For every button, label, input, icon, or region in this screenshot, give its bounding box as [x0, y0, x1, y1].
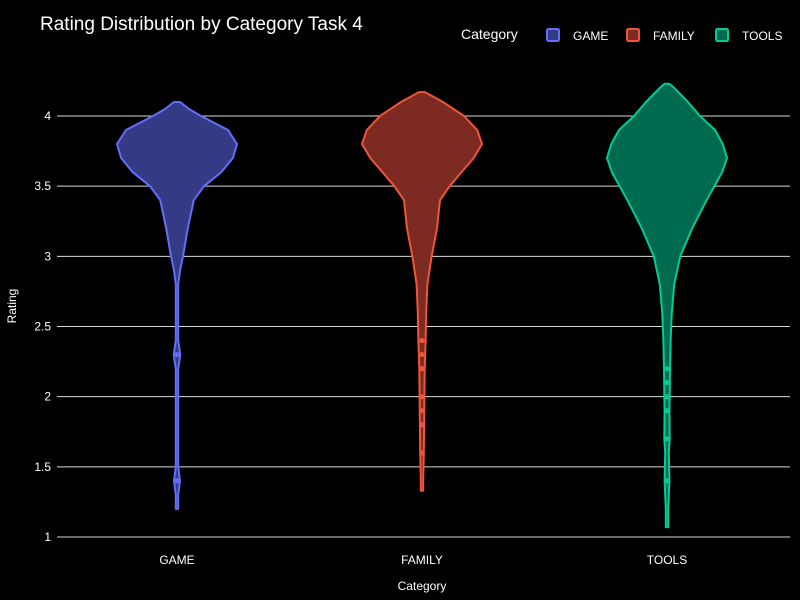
outlier-point: [664, 436, 670, 442]
x-tick-label: GAME: [159, 553, 194, 567]
violins: [116, 82, 728, 529]
legend-swatch-tools: [715, 28, 729, 42]
y-tick-label: 1: [44, 530, 51, 544]
violin-family: [361, 91, 483, 492]
y-axis-title: Rating: [5, 289, 19, 324]
legend-title: Category: [461, 26, 518, 42]
legend: Category GAME FAMILY TOOLS: [461, 26, 782, 43]
outlier-point: [174, 478, 180, 484]
outlier-point: [664, 408, 670, 414]
outlier-point: [419, 422, 425, 428]
y-tick-label: 2: [44, 390, 51, 404]
violin-game: [116, 101, 238, 510]
legend-swatch-game: [546, 28, 560, 42]
y-tick-label: 2.5: [34, 320, 51, 334]
outlier-point: [419, 366, 425, 372]
x-axis-ticks: GAME FAMILY TOOLS: [159, 553, 687, 567]
outlier-point: [419, 408, 425, 414]
x-tick-label: TOOLS: [647, 553, 687, 567]
chart-title: Rating Distribution by Category Task 4: [40, 14, 363, 35]
outlier-point: [419, 450, 425, 456]
outlier-point: [419, 351, 425, 358]
outlier-point: [664, 478, 670, 484]
outlier-point: [174, 351, 180, 358]
x-axis-title: Category: [398, 579, 447, 593]
x-tick-label: FAMILY: [401, 553, 443, 567]
y-tick-label: 4: [44, 109, 51, 123]
legend-swatch-family: [626, 28, 640, 42]
violin-tools: [606, 82, 728, 529]
outlier-point: [419, 337, 425, 344]
y-axis-ticks: 1 1.5 2 2.5 3 3.5 4: [34, 109, 51, 544]
outlier-point: [664, 366, 670, 372]
outlier-point: [664, 380, 670, 386]
legend-label: TOOLS: [742, 29, 782, 43]
y-tick-label: 3: [44, 249, 51, 263]
outlier-point: [664, 394, 670, 400]
y-tick-label: 1.5: [34, 460, 51, 474]
y-tick-label: 3.5: [34, 179, 51, 193]
legend-label: GAME: [573, 29, 608, 43]
outlier-point: [419, 394, 425, 400]
legend-label: FAMILY: [653, 29, 695, 43]
